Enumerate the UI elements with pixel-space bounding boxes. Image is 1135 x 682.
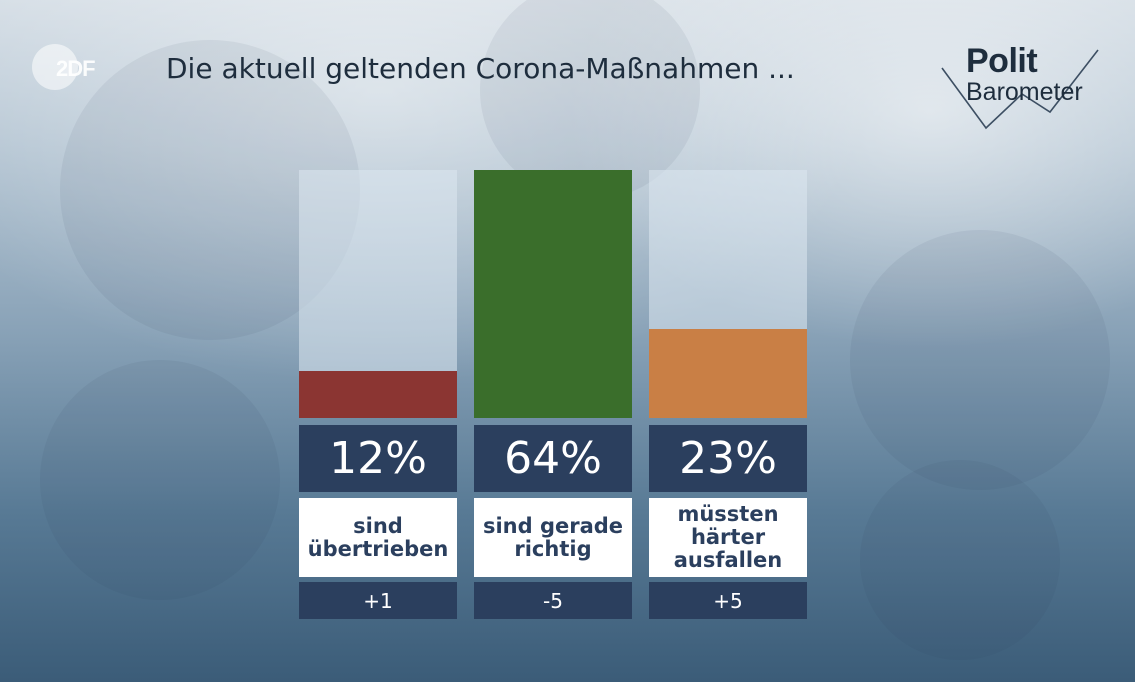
bar <box>299 371 457 418</box>
politbarometer-logo: Polit Barometer <box>940 40 1105 130</box>
brand-barometer: Barometer <box>966 78 1083 106</box>
category-label: sind gerade richtig <box>474 498 632 577</box>
category-label-line: härter <box>690 525 766 549</box>
zdf-logo-text: 2DF <box>56 56 96 81</box>
bar-value-label: 12% <box>299 425 457 492</box>
bar-value-label: 23% <box>649 425 807 492</box>
category-label-line: richtig <box>514 536 592 561</box>
change-label: -5 <box>474 582 632 619</box>
bar <box>649 329 807 418</box>
category-label: sind übertrieben <box>299 498 457 577</box>
chart-title: Die aktuell geltenden Corona-Maßnahmen .… <box>166 52 795 85</box>
category-label-line: sind gerade <box>482 513 624 538</box>
bar <box>474 170 632 418</box>
category-label-line: müssten <box>677 502 779 526</box>
category-label-line: ausfallen <box>673 548 783 572</box>
category-label-line: übertrieben <box>307 536 449 561</box>
checkmark-icon <box>941 49 1099 130</box>
category-label-line: sind <box>353 513 403 538</box>
change-label: +5 <box>649 582 807 619</box>
category-label: müssten härter ausfallen <box>649 498 807 577</box>
change-label: +1 <box>299 582 457 619</box>
brand-polit: Polit <box>966 42 1038 80</box>
bar-value-label: 64% <box>474 425 632 492</box>
zdf-logo <box>32 44 78 90</box>
